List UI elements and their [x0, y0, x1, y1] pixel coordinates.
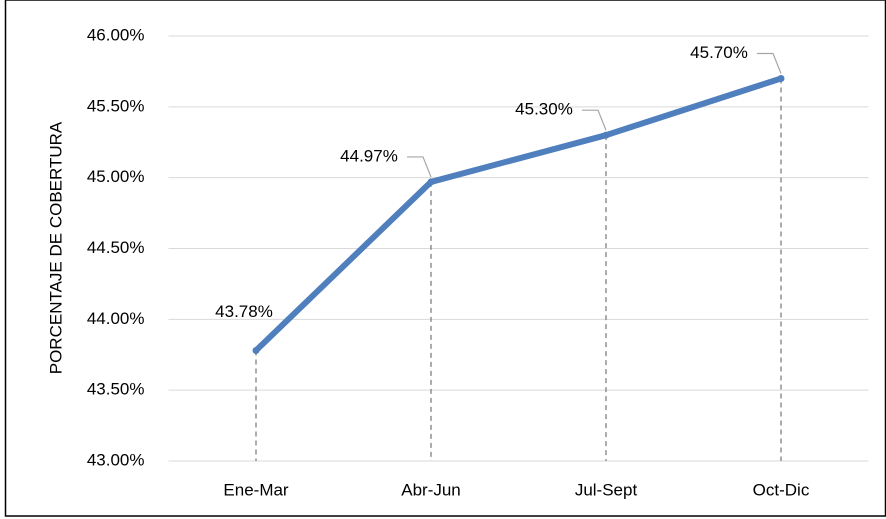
point — [777, 75, 785, 82]
x-tick-label: Ene-Mar — [223, 480, 289, 499]
y-axis-label: PORCENTAJE DE COBERTURA — [46, 121, 65, 374]
data-label: 44.97% — [340, 146, 398, 165]
data-label: 43.78% — [215, 302, 273, 321]
leader-line — [407, 156, 432, 178]
x-tick-label: Jul-Sept — [575, 480, 638, 499]
point — [427, 178, 435, 186]
y-tick-label: 45.50% — [87, 96, 145, 115]
point — [602, 131, 610, 139]
y-tick-label: 44.50% — [87, 238, 145, 257]
data-label: 45.70% — [690, 43, 748, 62]
leader-line — [582, 109, 607, 131]
frame — [4, 0, 886, 517]
y-tick-label: 43.50% — [87, 380, 145, 399]
leader-line — [757, 52, 782, 74]
y-tick-label: 45.00% — [87, 167, 145, 186]
series-line — [253, 75, 784, 354]
y-tick-label: 43.00% — [87, 450, 145, 469]
data-label: 45.30% — [515, 100, 573, 119]
x-tick-label: Oct-Dic — [753, 480, 810, 499]
point — [252, 347, 260, 354]
x-tick-label: Abr-Jun — [401, 480, 461, 499]
y-tick-label: 44.00% — [87, 309, 145, 328]
y-tick-label: 46.00% — [87, 25, 145, 44]
